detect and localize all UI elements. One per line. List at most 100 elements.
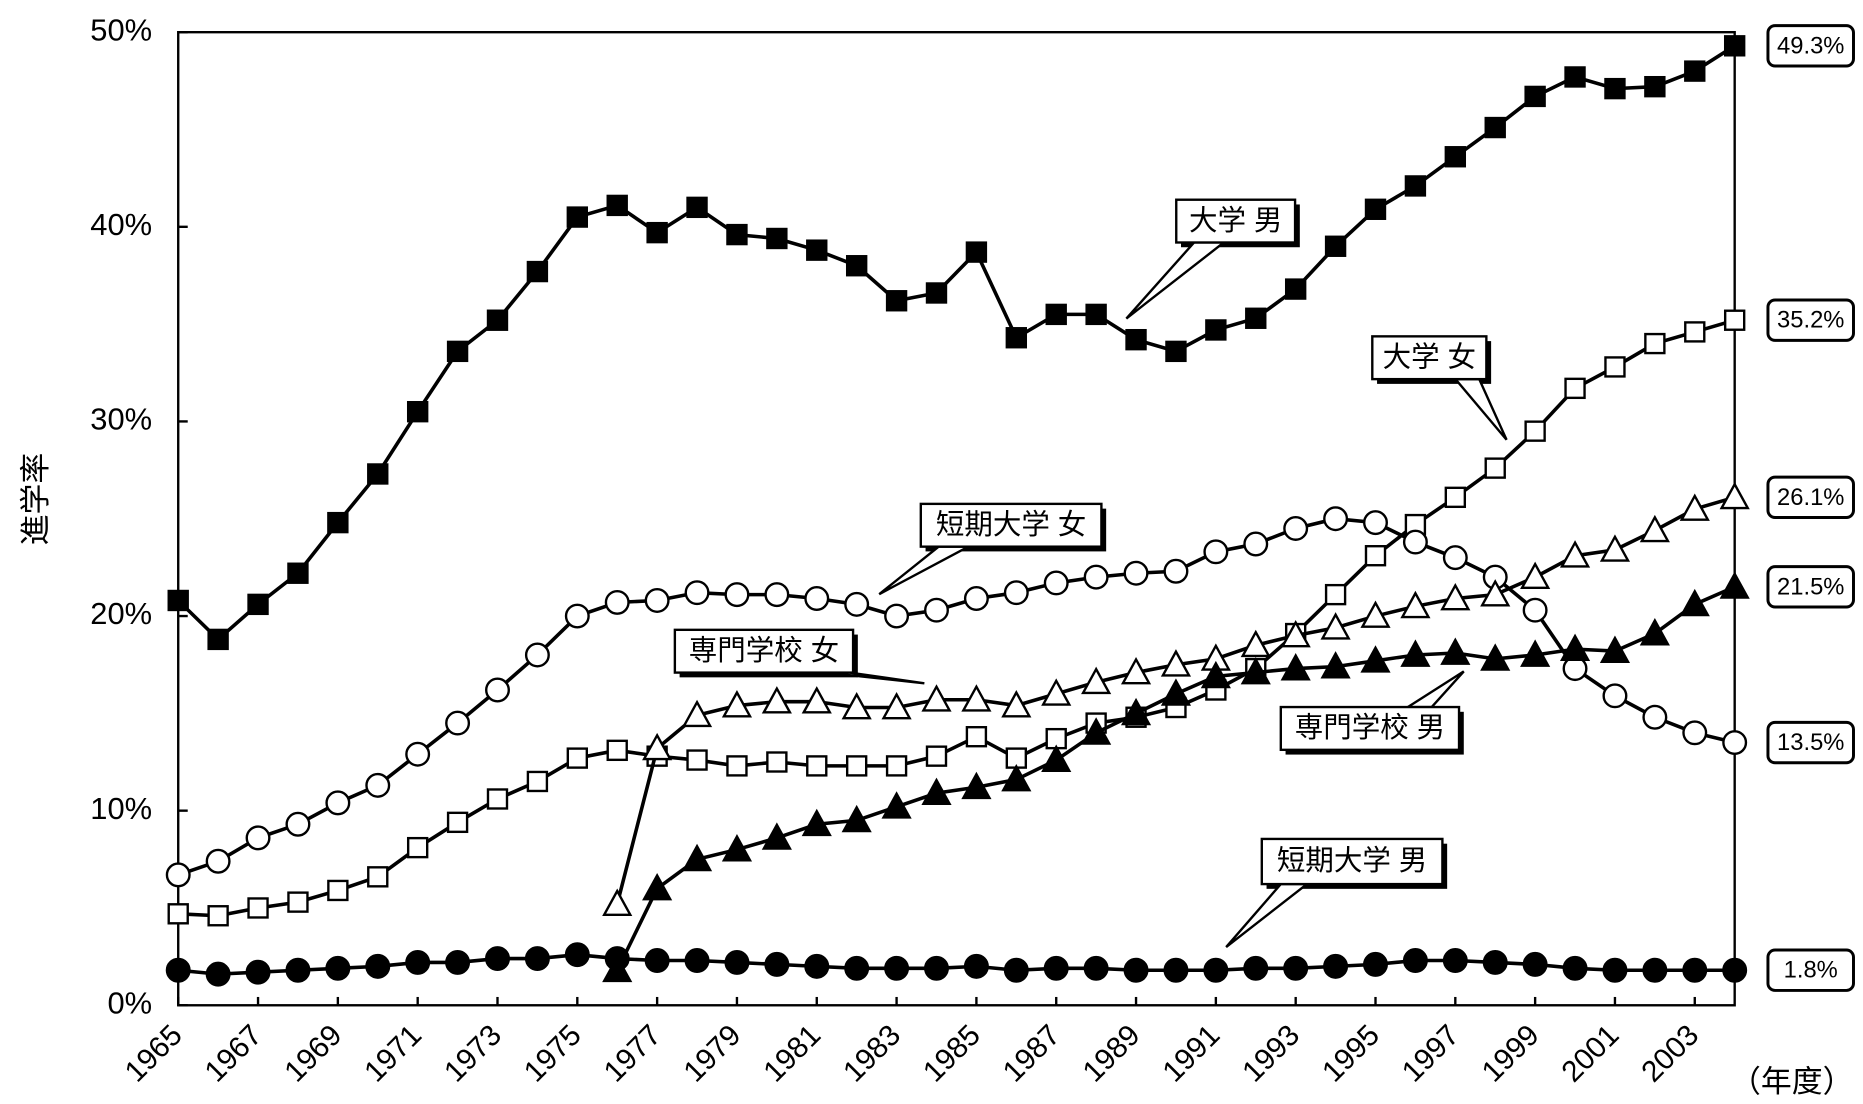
x-tick-label: 1983 bbox=[837, 1019, 907, 1089]
point bbox=[445, 949, 471, 975]
point bbox=[1679, 493, 1710, 521]
point bbox=[1559, 633, 1591, 662]
point bbox=[1160, 678, 1192, 706]
y-tick-label: 30% bbox=[90, 402, 152, 437]
point bbox=[445, 710, 471, 736]
point bbox=[1444, 486, 1467, 509]
point bbox=[1404, 175, 1427, 197]
callout-pointer bbox=[878, 545, 969, 596]
point bbox=[1240, 656, 1271, 685]
point bbox=[566, 206, 589, 228]
point bbox=[1203, 539, 1229, 565]
point bbox=[1240, 629, 1271, 658]
point bbox=[1522, 951, 1548, 977]
point bbox=[963, 586, 989, 612]
point bbox=[921, 684, 952, 712]
point bbox=[1363, 951, 1388, 977]
point bbox=[801, 808, 832, 837]
point bbox=[1440, 582, 1471, 611]
point bbox=[761, 686, 792, 714]
point bbox=[884, 955, 910, 981]
point bbox=[602, 888, 633, 916]
point bbox=[766, 751, 788, 773]
point bbox=[406, 400, 429, 423]
point bbox=[1280, 653, 1311, 681]
end-label-box bbox=[1766, 948, 1855, 992]
end-label-box bbox=[1766, 24, 1855, 68]
point bbox=[526, 260, 549, 283]
point bbox=[1642, 957, 1668, 983]
point bbox=[1679, 588, 1710, 617]
x-tick-label: 1965 bbox=[119, 1019, 189, 1089]
x-tick-label: 2001 bbox=[1555, 1019, 1625, 1089]
point bbox=[1723, 35, 1746, 57]
callout-pointer bbox=[1225, 882, 1311, 948]
callout-box bbox=[919, 502, 1103, 548]
point bbox=[406, 836, 429, 859]
point bbox=[1722, 957, 1748, 983]
point bbox=[646, 221, 668, 244]
point bbox=[1520, 639, 1551, 667]
point bbox=[165, 957, 191, 983]
point bbox=[1639, 618, 1670, 646]
end-label-box bbox=[1766, 720, 1855, 765]
point bbox=[1524, 85, 1546, 108]
point bbox=[1125, 328, 1147, 351]
point bbox=[1482, 949, 1508, 975]
point bbox=[721, 690, 753, 718]
point bbox=[1564, 377, 1586, 400]
point bbox=[1602, 683, 1628, 709]
point bbox=[367, 866, 389, 888]
point bbox=[1644, 332, 1666, 355]
point bbox=[724, 949, 750, 975]
point bbox=[844, 955, 870, 981]
point bbox=[686, 749, 708, 771]
x-tick-label: 1999 bbox=[1476, 1019, 1546, 1089]
point bbox=[207, 905, 229, 927]
point bbox=[1163, 957, 1189, 983]
point bbox=[761, 822, 792, 850]
point bbox=[1120, 697, 1152, 726]
point bbox=[1682, 957, 1708, 983]
x-tick-label: 1975 bbox=[518, 1019, 588, 1089]
point bbox=[1324, 583, 1347, 606]
point bbox=[1562, 955, 1588, 981]
point bbox=[1205, 319, 1227, 341]
point bbox=[1043, 570, 1069, 596]
point bbox=[806, 239, 828, 261]
point bbox=[881, 791, 912, 819]
callout-box bbox=[1371, 335, 1488, 381]
point bbox=[1442, 545, 1468, 571]
point bbox=[285, 957, 311, 983]
point bbox=[965, 726, 988, 748]
point bbox=[285, 811, 311, 837]
point bbox=[1083, 955, 1109, 981]
point bbox=[1402, 948, 1428, 973]
x-tick-label: 1969 bbox=[278, 1019, 348, 1089]
point bbox=[1283, 515, 1309, 541]
point bbox=[247, 897, 269, 919]
point bbox=[684, 948, 710, 973]
point bbox=[884, 603, 910, 629]
point bbox=[1364, 198, 1387, 220]
point bbox=[642, 732, 673, 761]
point bbox=[564, 603, 590, 629]
point bbox=[1719, 571, 1750, 599]
x-tick-label: 1997 bbox=[1396, 1019, 1466, 1089]
point bbox=[524, 946, 550, 972]
point bbox=[1599, 635, 1631, 663]
point bbox=[1085, 303, 1107, 326]
point bbox=[606, 739, 628, 762]
point bbox=[1484, 116, 1506, 139]
legend-label: 専門学校 男 bbox=[1295, 712, 1445, 744]
point bbox=[1081, 666, 1112, 695]
point bbox=[524, 642, 550, 668]
x-tick-label: 1971 bbox=[358, 1019, 428, 1089]
callout-box bbox=[673, 628, 855, 674]
series-line bbox=[176, 44, 1736, 642]
point bbox=[1245, 307, 1267, 329]
point bbox=[1001, 690, 1032, 718]
point bbox=[1045, 303, 1067, 326]
callout-box bbox=[1175, 198, 1297, 244]
point bbox=[1444, 146, 1467, 168]
